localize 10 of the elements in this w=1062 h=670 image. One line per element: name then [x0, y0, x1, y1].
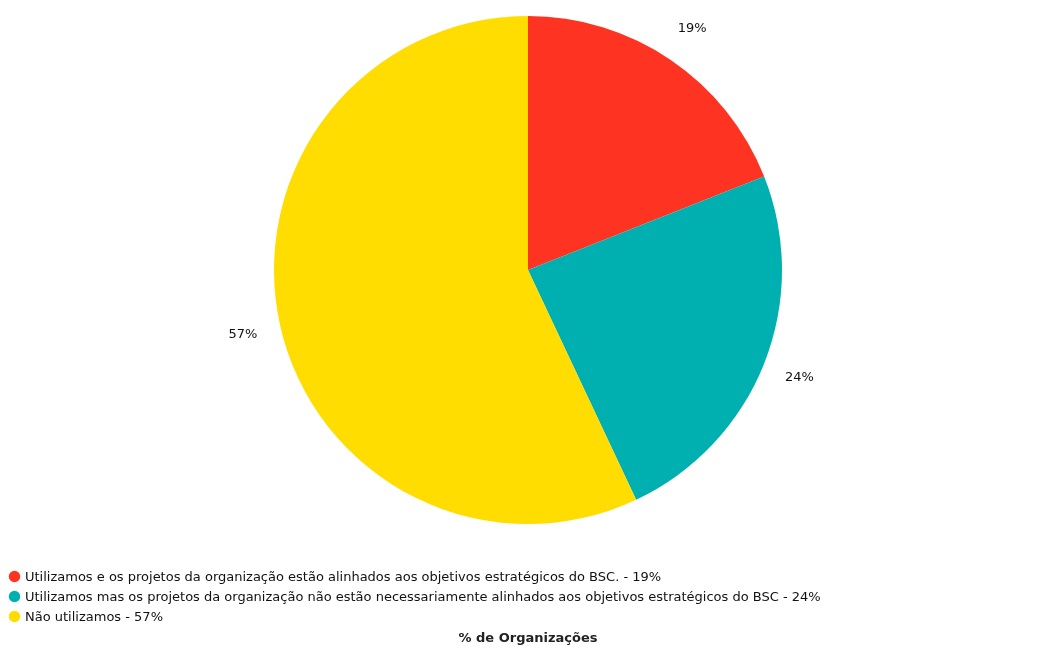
pie-slice	[528, 16, 765, 270]
pie-slice	[528, 176, 782, 500]
data-label: 57%	[228, 325, 258, 341]
text: % de Organizações	[458, 630, 598, 645]
legend-label: Não utilizamos - 57%	[25, 608, 163, 624]
legend-label: Utilizamos mas os projetos da organização não estão necessariamente alinhados aos objetivos estratégicos do BSC - 24%	[25, 588, 821, 604]
legend-label: Utilizamos e os projetos da organização estão alinhados aos objetivos estratégicos do BSC. - 19%	[25, 568, 662, 584]
pie-slice	[274, 16, 637, 524]
data-label: 19%	[677, 20, 707, 36]
data-label: 24%	[785, 369, 814, 385]
